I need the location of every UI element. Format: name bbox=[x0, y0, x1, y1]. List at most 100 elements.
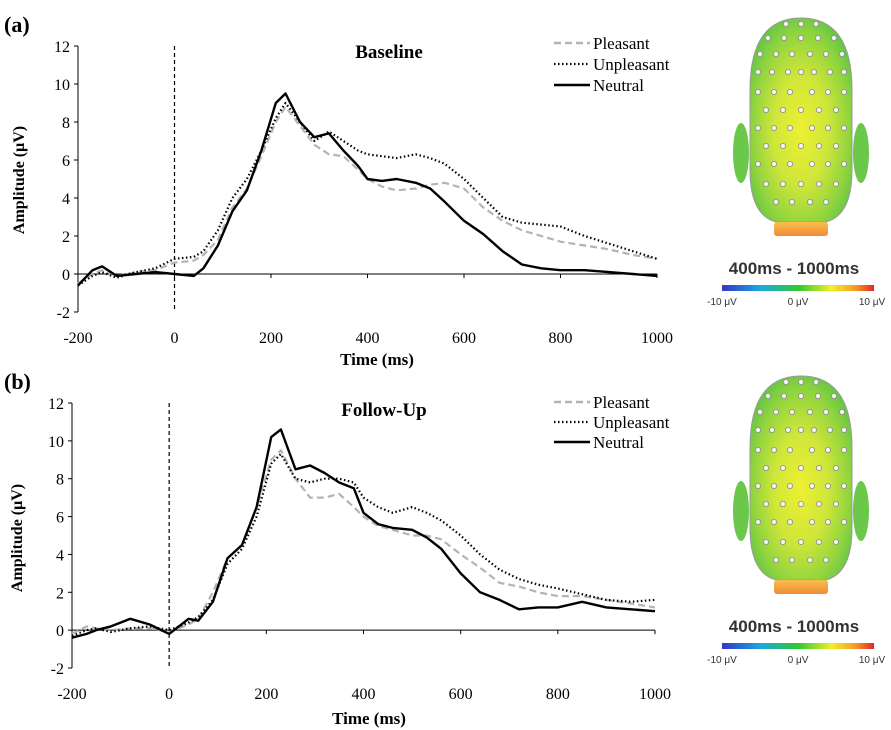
electrode-dot-b bbox=[789, 409, 796, 416]
electrode-dot-a bbox=[823, 51, 830, 58]
electrode-dot-b bbox=[783, 378, 790, 385]
electrode-dot-a bbox=[771, 125, 778, 132]
x-tick-label-a: -200 bbox=[63, 330, 92, 347]
electrode-dot-a bbox=[787, 89, 794, 96]
electrode-dot-a bbox=[798, 180, 805, 187]
electrode-dot-a bbox=[809, 89, 816, 96]
electrode-dot-b bbox=[785, 427, 792, 434]
axes-a: -2 0 2 4 6 8 10 12 -200 0 200 400 600 800 1000 bbox=[54, 39, 673, 347]
electrode-dot-a bbox=[841, 69, 848, 76]
electrode-dot-a bbox=[763, 142, 770, 149]
legend-label-pleasant-a: Pleasant bbox=[593, 34, 650, 53]
x-tick-label-b: -200 bbox=[57, 686, 86, 703]
electrode-dot-b bbox=[789, 556, 796, 563]
electrode-dot-a bbox=[771, 89, 778, 96]
x-tick-label-b: 600 bbox=[449, 686, 473, 703]
electrode-dot-b bbox=[816, 538, 823, 545]
electrode-dot-a bbox=[811, 69, 818, 76]
y-tick-label-b: -2 bbox=[51, 661, 64, 678]
electrode-dot-b bbox=[841, 483, 848, 490]
electrode-dot-b bbox=[825, 447, 832, 454]
y-tick-label-b: 12 bbox=[48, 396, 64, 413]
series-group-b bbox=[71, 428, 656, 639]
electrode-dot-b bbox=[827, 427, 834, 434]
y-axis-label-a: Amplitude (μV) bbox=[11, 126, 28, 234]
electrode-dot-b bbox=[755, 447, 762, 454]
electrode-dot-a bbox=[769, 69, 776, 76]
electrode-dot-b bbox=[798, 427, 805, 434]
electrode-dot-a bbox=[773, 51, 780, 58]
x-tick-label-a: 200 bbox=[259, 330, 283, 347]
topomap-neck-b bbox=[774, 580, 828, 594]
series-line-unpleasant-b bbox=[71, 453, 656, 637]
topomap-electrodes-a bbox=[755, 20, 848, 205]
electrode-dot-a bbox=[825, 89, 832, 96]
electrode-dot-b bbox=[798, 500, 805, 507]
y-tick-label-a: 0 bbox=[62, 267, 70, 284]
y-tick-label-a: 8 bbox=[62, 115, 70, 132]
scale-label-min-a: -10 μV bbox=[707, 297, 737, 308]
electrode-dot-a bbox=[780, 180, 787, 187]
electrode-dot-b bbox=[841, 427, 848, 434]
electrode-dot-b bbox=[798, 393, 805, 400]
series-line-neutral-b bbox=[71, 428, 656, 639]
electrode-dot-b bbox=[780, 500, 787, 507]
electrode-dot-b bbox=[823, 556, 830, 563]
electrode-dot-a bbox=[807, 198, 814, 205]
electrode-dot-b bbox=[809, 447, 816, 454]
electrode-dot-a bbox=[841, 89, 848, 96]
series-group-a bbox=[77, 92, 658, 287]
panel-label-a: (a) bbox=[4, 12, 30, 37]
electrode-dot-b bbox=[833, 538, 840, 545]
electrode-dot-b bbox=[773, 556, 780, 563]
electrode-dot-a bbox=[798, 107, 805, 114]
electrode-dot-b bbox=[780, 465, 787, 472]
y-tick-label-b: 2 bbox=[56, 585, 64, 602]
electrode-dot-b bbox=[841, 518, 848, 525]
electrode-dot-b bbox=[839, 409, 846, 416]
electrode-dot-b bbox=[798, 378, 805, 385]
legend-label-neutral-a: Neutral bbox=[593, 76, 644, 95]
electrode-dot-a bbox=[798, 142, 805, 149]
electrode-dot-b bbox=[809, 518, 816, 525]
electrode-dot-a bbox=[827, 69, 834, 76]
x-tick-label-b: 200 bbox=[254, 686, 278, 703]
scale-label-min-b: -10 μV bbox=[707, 655, 737, 666]
electrode-dot-b bbox=[798, 465, 805, 472]
legend-b: Pleasant Unpleasant Neutral bbox=[554, 393, 670, 452]
electrode-dot-a bbox=[789, 51, 796, 58]
electrode-dot-b bbox=[787, 483, 794, 490]
topomap-neck-a bbox=[774, 222, 828, 236]
electrode-dot-a bbox=[755, 160, 762, 167]
scale-label-max-b: 10 μV bbox=[859, 655, 886, 666]
x-tick-label-b: 400 bbox=[352, 686, 376, 703]
electrode-dot-a bbox=[831, 35, 838, 42]
y-tick-label-a: 12 bbox=[54, 39, 70, 56]
electrode-dot-b bbox=[811, 427, 818, 434]
electrode-dot-a bbox=[771, 160, 778, 167]
y-tick-label-b: 0 bbox=[56, 623, 64, 640]
electrode-dot-a bbox=[816, 107, 823, 114]
electrode-dot-b bbox=[823, 409, 830, 416]
topomap-range-label-b: 400ms - 1000ms bbox=[729, 617, 859, 636]
electrode-dot-b bbox=[825, 483, 832, 490]
electrode-dot-a bbox=[798, 20, 805, 27]
x-axis-label-a: Time (ms) bbox=[340, 350, 414, 369]
panel-b: (b) Follow-Up Time (ms) Amplitude (μV) -… bbox=[4, 369, 885, 728]
y-tick-label-a: 10 bbox=[54, 77, 70, 94]
electrode-dot-b bbox=[807, 409, 814, 416]
electrode-dot-a bbox=[825, 160, 832, 167]
y-tick-label-a: -2 bbox=[57, 305, 70, 322]
electrode-dot-b bbox=[833, 500, 840, 507]
x-tick-label-a: 0 bbox=[171, 330, 179, 347]
electrode-dot-a bbox=[813, 20, 820, 27]
series-line-unpleasant-a bbox=[77, 101, 658, 287]
electrode-dot-a bbox=[841, 160, 848, 167]
x-tick-label-a: 800 bbox=[549, 330, 573, 347]
legend-label-unpleasant-a: Unpleasant bbox=[593, 55, 670, 74]
x-tick-label-a: 1000 bbox=[641, 330, 673, 347]
electrode-dot-a bbox=[783, 20, 790, 27]
electrode-dot-a bbox=[833, 142, 840, 149]
topomap-head-a bbox=[749, 17, 853, 223]
y-tick-label-a: 2 bbox=[62, 229, 70, 246]
